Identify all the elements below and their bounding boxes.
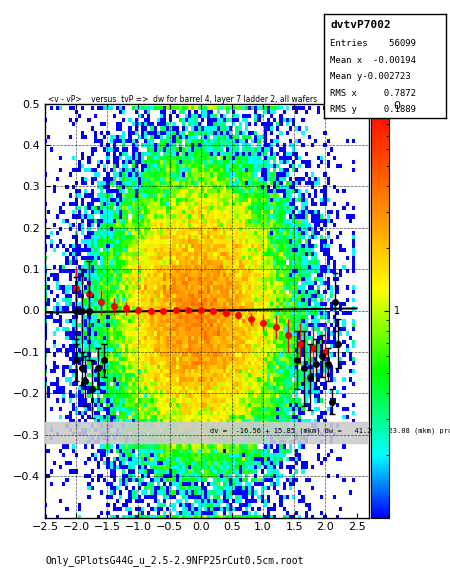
Text: dv =  -16.56 + 15.85 (mkm) dw =   41.28 + 23.08 (mkm) prob = 0.564: dv = -16.56 + 15.85 (mkm) dw = 41.28 + 2… xyxy=(210,428,450,434)
Text: RMS y     0.1889: RMS y 0.1889 xyxy=(330,105,416,114)
Text: dvtvP7002: dvtvP7002 xyxy=(330,20,391,29)
Text: Mean x  -0.00194: Mean x -0.00194 xyxy=(330,56,416,65)
Text: Entries    56099: Entries 56099 xyxy=(330,39,416,48)
Text: Mean y-0.002723: Mean y-0.002723 xyxy=(330,72,411,81)
Text: RMS x     0.7872: RMS x 0.7872 xyxy=(330,89,416,98)
Text: Only_GPlotsG44G_u_2.5-2.9NFP25rCut0.5cm.root: Only_GPlotsG44G_u_2.5-2.9NFP25rCut0.5cm.… xyxy=(45,555,303,566)
Bar xyxy=(45,422,369,443)
Text: 0: 0 xyxy=(393,101,400,111)
Text: <v - vP>    versus  tvP =>  dw for barrel 4, layer 7 ladder 2, all wafers: <v - vP> versus tvP => dw for barrel 4, … xyxy=(48,95,317,104)
